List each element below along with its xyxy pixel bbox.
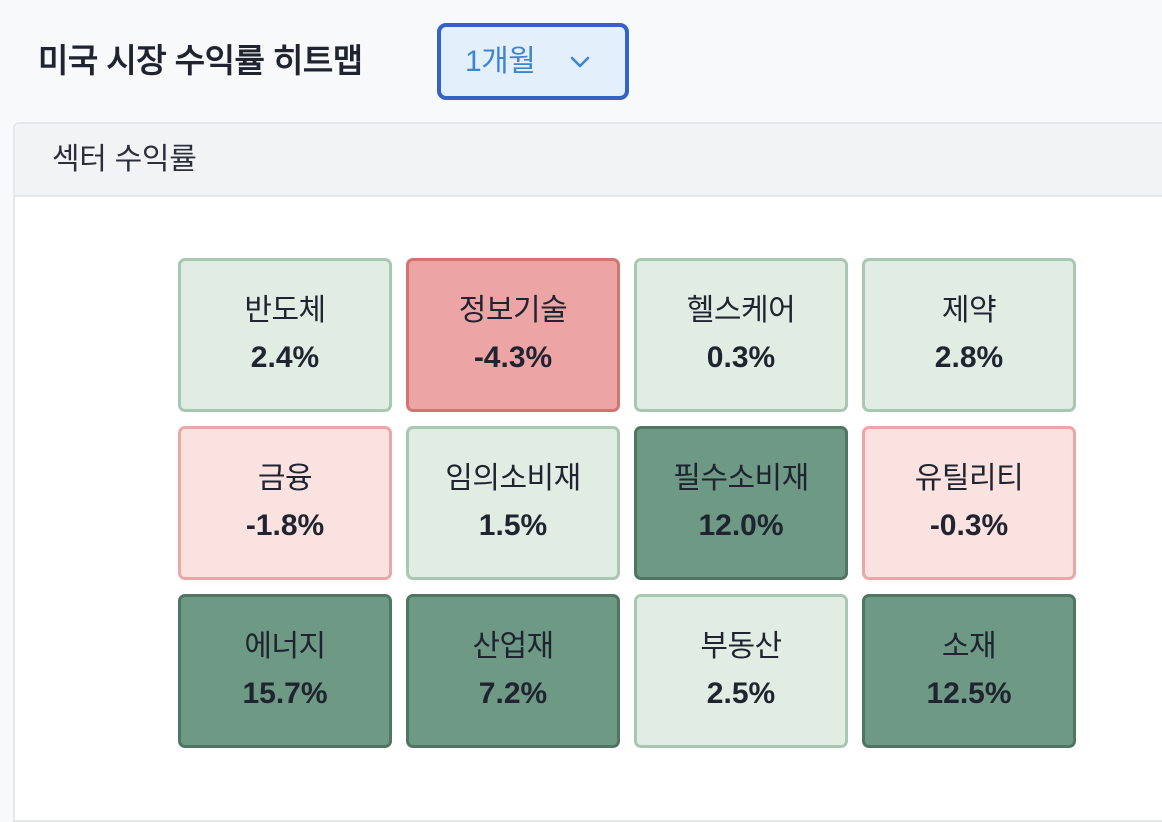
sector-tile[interactable]: 정보기술 -4.3% (406, 258, 620, 412)
sector-return-value: 12.0% (698, 509, 784, 542)
page-header: 미국 시장 수익률 히트맵 1개월 (0, 0, 1162, 120)
sector-heatmap-grid: 반도체 2.4% 정보기술 -4.3% 헬스케어 0.3% 제약 2.8% 금융… (178, 258, 1076, 748)
sector-name: 필수소비재 (673, 462, 809, 495)
chevron-down-icon (570, 56, 590, 68)
sector-tile[interactable]: 에너지 15.7% (178, 594, 392, 748)
sector-tile[interactable]: 반도체 2.4% (178, 258, 392, 412)
page-title: 미국 시장 수익률 히트맵 (38, 42, 363, 79)
sector-name: 부동산 (700, 630, 782, 663)
sector-return-value: -4.3% (473, 341, 553, 374)
sector-name: 에너지 (244, 630, 326, 663)
sector-return-value: 1.5% (478, 509, 548, 542)
sector-return-value: 2.8% (934, 341, 1004, 374)
sector-name: 금융 (257, 462, 313, 495)
sector-name: 유틸리티 (914, 462, 1024, 495)
sector-return-value: 12.5% (926, 677, 1012, 710)
sector-tile[interactable]: 임의소비재 1.5% (406, 426, 620, 580)
panel-header: 섹터 수익률 (15, 124, 1162, 197)
sector-name: 정보기술 (458, 294, 568, 327)
sector-tile[interactable]: 제약 2.8% (862, 258, 1076, 412)
sector-return-value: -1.8% (245, 509, 325, 542)
panel-title: 섹터 수익률 (52, 143, 197, 176)
sector-return-value: 0.3% (706, 341, 776, 374)
period-select-dropdown[interactable]: 1개월 (437, 23, 629, 100)
sector-name: 소재 (941, 630, 997, 663)
sector-return-value: 7.2% (478, 677, 548, 710)
sector-return-value: 2.4% (250, 341, 320, 374)
sector-name: 산업재 (472, 630, 554, 663)
sector-tile[interactable]: 헬스케어 0.3% (634, 258, 848, 412)
sector-return-value: 2.5% (706, 677, 776, 710)
sector-tile[interactable]: 산업재 7.2% (406, 594, 620, 748)
sector-name: 반도체 (244, 294, 326, 327)
sector-name: 제약 (941, 294, 997, 327)
period-select-value: 1개월 (465, 44, 536, 78)
sector-name: 헬스케어 (686, 294, 796, 327)
sector-tile[interactable]: 금융 -1.8% (178, 426, 392, 580)
sector-tile[interactable]: 부동산 2.5% (634, 594, 848, 748)
sector-return-value: -0.3% (929, 509, 1009, 542)
sector-name: 임의소비재 (445, 462, 581, 495)
sector-tile[interactable]: 필수소비재 12.0% (634, 426, 848, 580)
sector-return-value: 15.7% (242, 677, 328, 710)
sector-tile[interactable]: 소재 12.5% (862, 594, 1076, 748)
sector-tile[interactable]: 유틸리티 -0.3% (862, 426, 1076, 580)
